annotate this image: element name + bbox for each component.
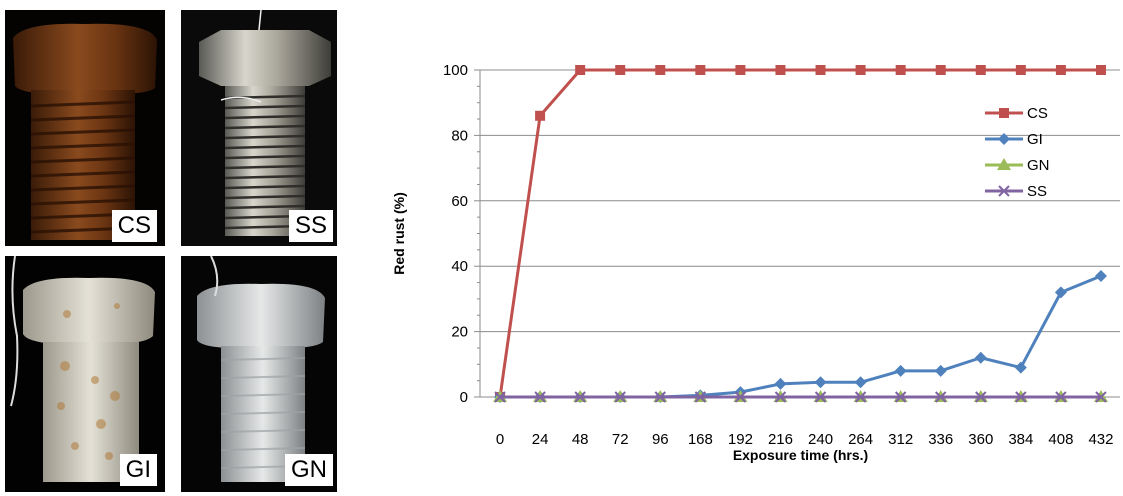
point-gi [934,364,947,377]
series-cs [495,65,1106,402]
x-tick-label: 240 [808,431,833,448]
y-tick-label: 100 [443,62,468,79]
point-gi [854,376,867,389]
point-gi [974,351,987,364]
point-cs [775,65,786,75]
point-gi [814,376,827,389]
series-gi [494,270,1107,403]
point-ss [774,391,787,403]
series-line-cs [498,68,1101,398]
legend-label: GN [1027,157,1050,174]
x-tick-label: 24 [532,431,549,448]
point-cs [655,65,666,75]
legend-label: CS [1027,105,1048,122]
legend-item-gi: GI [985,131,1043,148]
point-ss [1015,391,1027,403]
photo-cs-bolt: CS [5,10,165,246]
x-tick-label: 168 [688,431,713,448]
x-tick-label: 0 [496,431,504,448]
point-ss [574,391,586,403]
point-ss [814,391,827,403]
photo-label-ss: SS [288,210,333,242]
red-rust-line-chart: 0 20 40 60 80 100 0 24 48 72 96 168 192 216 240 264 312 3… [391,62,1120,463]
photo-ss-bolt: SS [181,10,337,246]
x-tick-label: 48 [572,431,589,448]
point-gi [894,364,907,377]
legend-item-gn: GN [985,157,1050,174]
x-tick-label: 432 [1088,431,1113,448]
y-axis-title: Red rust (%) [391,192,407,274]
stainless-steel-bolt-image [199,10,331,236]
point-ss [935,391,947,403]
point-gi [1054,286,1067,299]
legend-marker [998,133,1010,145]
legend-marker [998,185,1010,197]
point-ss [654,391,666,403]
legend-item-ss: SS [985,183,1047,200]
y-tick-label: 80 [451,127,468,144]
point-gi [1014,361,1027,374]
point-cs [1095,65,1106,75]
point-ss [975,391,987,403]
x-tick-label: 192 [728,431,753,448]
point-ss [854,391,867,403]
legend-item-cs: CS [985,105,1048,122]
x-tick-label: 336 [928,431,953,448]
point-cs [1015,65,1026,75]
point-gi [774,377,787,390]
point-cs [895,65,906,75]
point-cs [855,65,866,75]
point-ss [694,391,707,403]
photo-gi-bolt: GI [5,256,165,492]
point-cs [535,110,546,121]
series-line-gi [500,274,1102,399]
legend: CS GI GN SS [985,105,1050,200]
series-layer [493,65,1108,403]
point-cs [1055,65,1066,75]
legend-marker [997,158,1011,170]
x-tick-label: 360 [968,431,993,448]
point-cs [935,65,946,75]
photo-label-cs: CS [111,210,157,242]
point-ss [1055,391,1067,403]
point-cs [575,65,586,75]
y-tick-label: 20 [451,324,468,341]
point-cs [975,65,986,75]
y-tick-label: 60 [451,193,468,210]
gridlines [480,69,1120,333]
point-gi [1094,270,1107,283]
point-ss [614,391,626,403]
legend-label: GI [1027,131,1043,148]
x-tick-label: 264 [848,431,873,448]
legend-marker [999,108,1009,118]
point-ss [1095,391,1107,403]
x-tick-label: 384 [1008,431,1033,448]
photo-label-gi: GI [119,454,157,486]
y-tick-label: 40 [451,258,468,275]
x-tick-label: 312 [888,431,913,448]
legend-label: SS [1027,183,1047,200]
x-tick-label: 96 [652,431,669,448]
x-tick-label: 216 [768,431,793,448]
x-tick-label: 408 [1048,431,1073,448]
y-tick-label: 0 [460,389,468,406]
point-cs [815,65,826,75]
series-ss [494,391,1107,403]
point-cs [735,65,746,75]
point-ss [534,391,546,403]
x-tick-label: 72 [612,431,629,448]
point-cs [615,65,626,75]
photo-label-gn: GN [285,454,333,486]
point-ss [894,391,907,403]
galvanized-iron-bolt-image [10,256,155,482]
photo-gn-bolt: GN [181,256,337,492]
point-ss [494,391,506,403]
point-cs [695,65,706,75]
x-axis-title: Exposure time (hrs.) [733,447,868,463]
point-ss [734,391,747,403]
